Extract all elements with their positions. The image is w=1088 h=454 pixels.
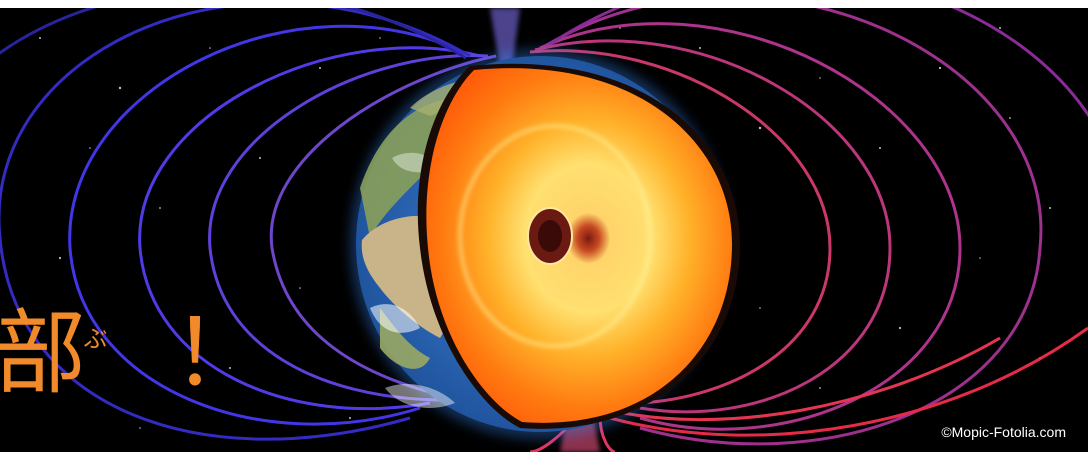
caption-exclaim: ！ <box>172 300 265 407</box>
space-background: 部 ぶ ！ ©Mopic-Fotolia.com <box>0 8 1088 452</box>
stars <box>39 27 1051 429</box>
field-lines-left <box>0 8 497 441</box>
photo-credit: ©Mopic-Fotolia.com <box>941 424 1066 440</box>
caption-kanji: 部 <box>0 300 87 407</box>
earth-core-illustration <box>0 8 1088 452</box>
earth-core-cutaway <box>417 63 740 429</box>
field-lines-right <box>529 8 1088 452</box>
caption-ruby: ぶ <box>79 326 107 351</box>
